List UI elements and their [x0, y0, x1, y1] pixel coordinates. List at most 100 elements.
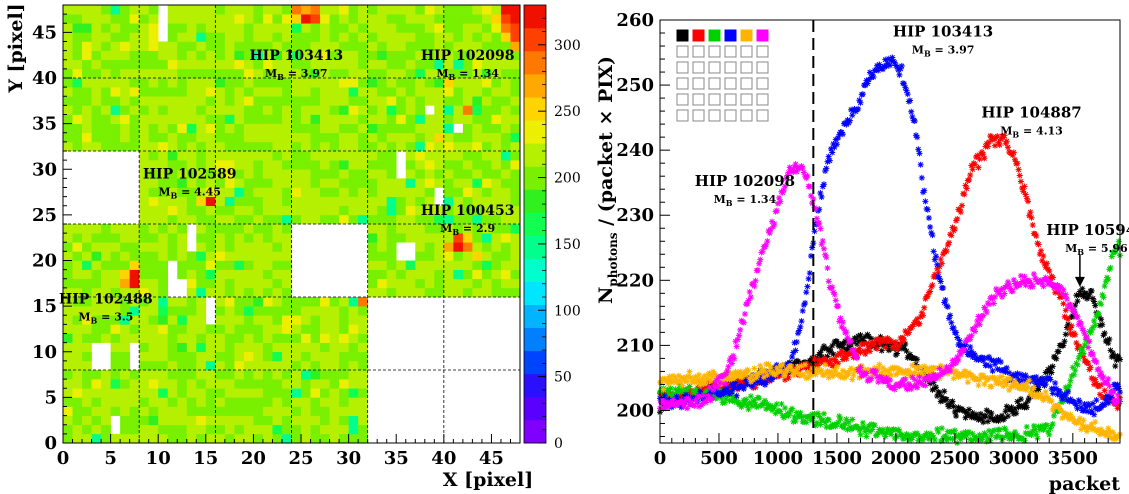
pixel-cell — [243, 424, 254, 435]
pixel-cell — [82, 297, 92, 307]
pixel-cell — [424, 242, 435, 252]
pixel-cell — [481, 287, 492, 298]
pixel-cell — [253, 297, 264, 307]
pixel-cell — [301, 32, 311, 42]
data-point — [1087, 329, 1094, 336]
data-point — [897, 65, 904, 72]
pixel-cell — [301, 351, 311, 362]
pixel-cell — [110, 114, 121, 124]
pixel-cell — [215, 433, 226, 444]
data-point — [995, 417, 1002, 424]
pixel-cell — [63, 141, 73, 152]
pixel-cell — [453, 114, 464, 124]
pixel-cell — [291, 297, 302, 307]
data-point — [1101, 387, 1108, 394]
pixel-cell — [262, 406, 273, 416]
pixel-cell — [196, 342, 207, 353]
data-point — [803, 289, 810, 296]
data-point — [1035, 394, 1042, 401]
data-point — [752, 277, 759, 284]
pixel-cell — [120, 59, 130, 70]
data-point — [796, 413, 803, 420]
data-point — [1012, 156, 1019, 163]
data-point — [1032, 394, 1039, 401]
data-point — [896, 71, 903, 78]
pixel-cell — [491, 242, 502, 252]
data-point — [833, 338, 840, 345]
data-point — [1023, 195, 1030, 202]
pixel-cell — [196, 433, 207, 444]
data-point — [672, 374, 679, 381]
data-point — [914, 134, 921, 141]
data-point — [1060, 398, 1067, 405]
pixel-cell — [424, 141, 435, 152]
pixel-cell — [139, 214, 149, 225]
pixel-cell — [472, 78, 483, 88]
pixel-cell — [253, 269, 264, 280]
data-point — [1040, 283, 1047, 290]
pixel-cell — [481, 32, 492, 42]
pixel-cell — [72, 370, 83, 380]
data-point — [749, 383, 755, 390]
data-point — [813, 419, 820, 426]
data-point — [680, 374, 687, 381]
pixel-cell — [224, 105, 235, 115]
data-point — [977, 316, 984, 323]
pixel-cell — [367, 242, 378, 252]
data-point — [924, 206, 931, 213]
pixel-cell — [234, 251, 245, 261]
data-point — [904, 91, 911, 98]
pixel-cell — [348, 59, 359, 70]
pixel-cell — [91, 415, 102, 426]
data-point — [835, 134, 842, 141]
pixel-cell — [272, 233, 283, 243]
pixel-cell — [386, 269, 397, 280]
pixel-cell — [405, 196, 416, 207]
data-point — [951, 408, 958, 415]
data-point — [862, 333, 869, 340]
colorbar-segment — [524, 281, 546, 305]
pixel-cell — [367, 287, 378, 298]
legend-empty-swatch — [756, 77, 769, 90]
pixel-cell — [291, 151, 302, 161]
pixel-cell — [434, 242, 445, 252]
pixel-cell — [129, 59, 140, 70]
data-point — [918, 309, 925, 316]
pixel-cell — [262, 132, 273, 143]
pixel-cell — [434, 96, 445, 106]
data-point — [1045, 394, 1052, 401]
data-point — [1015, 404, 1022, 411]
pixel-cell — [243, 96, 254, 106]
data-point — [944, 367, 951, 374]
pixel-cell — [405, 178, 416, 188]
data-point — [938, 393, 945, 400]
pixel-cell — [320, 297, 330, 307]
data-point — [990, 357, 997, 364]
data-point — [954, 353, 961, 360]
data-point — [771, 220, 778, 227]
data-point — [1060, 342, 1067, 349]
pixel-cell — [500, 87, 511, 97]
data-point — [758, 368, 765, 375]
data-point — [1078, 426, 1085, 433]
pixel-cell — [224, 333, 235, 343]
data-point — [1009, 381, 1016, 388]
data-point — [1066, 325, 1073, 332]
data-point — [848, 426, 855, 433]
pixel-cell — [281, 87, 292, 97]
pixel-cell — [301, 214, 311, 225]
pixel-cell — [177, 178, 188, 188]
pixel-cell — [329, 433, 340, 444]
data-point — [695, 371, 702, 378]
pixel-cell — [339, 370, 349, 380]
colorbar-segment — [524, 74, 546, 98]
data-point — [1072, 367, 1079, 374]
data-point — [961, 347, 968, 354]
pixel-cell — [434, 278, 445, 289]
pixel-cell — [215, 260, 226, 270]
pixel-cell — [329, 87, 340, 97]
pixel-cell — [234, 324, 245, 334]
pixel-cell — [434, 14, 445, 24]
data-point — [761, 397, 768, 404]
data-point — [888, 57, 895, 64]
